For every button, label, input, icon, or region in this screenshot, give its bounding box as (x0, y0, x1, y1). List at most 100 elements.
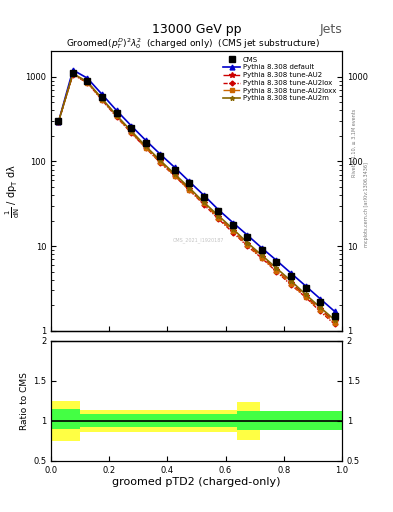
Pythia 8.308 default (260, 245, 264, 251)
Pythia 8.308 default (202, 192, 206, 198)
Text: CMS_2021_I1920187: CMS_2021_I1920187 (173, 238, 225, 243)
Pythia 8.308 tune-AU2 (260, 254, 264, 260)
Pythia 8.308 tune-AU2m (56, 119, 61, 125)
Pythia 8.308 default (100, 91, 105, 97)
Pythia 8.308 default (71, 67, 75, 73)
Text: Jets: Jets (319, 23, 342, 36)
Pythia 8.308 tune-AU2m (114, 112, 119, 118)
Pythia 8.308 default (231, 220, 235, 226)
Pythia 8.308 tune-AU2loxx (173, 173, 177, 179)
Pythia 8.308 tune-AU2m (260, 252, 264, 259)
Pythia 8.308 default (56, 119, 61, 125)
Pythia 8.308 tune-AU2loxx (143, 144, 148, 151)
Pythia 8.308 default (289, 270, 294, 276)
Pythia 8.308 tune-AU2 (202, 200, 206, 206)
Pythia 8.308 default (129, 122, 134, 129)
Pythia 8.308 tune-AU2 (231, 228, 235, 234)
Pythia 8.308 tune-AU2lox (274, 269, 279, 275)
X-axis label: groomed pTD2 (charged-only): groomed pTD2 (charged-only) (112, 477, 281, 487)
Pythia 8.308 tune-AU2m (187, 185, 192, 191)
Line: Pythia 8.308 default: Pythia 8.308 default (56, 68, 337, 314)
Pythia 8.308 tune-AU2m (231, 226, 235, 232)
Pythia 8.308 tune-AU2loxx (202, 200, 206, 206)
Pythia 8.308 default (245, 232, 250, 238)
Pythia 8.308 default (318, 295, 323, 302)
Pythia 8.308 tune-AU2lox (71, 72, 75, 78)
Pythia 8.308 tune-AU2lox (318, 308, 323, 314)
Pythia 8.308 tune-AU2lox (114, 114, 119, 120)
CMS (202, 194, 206, 200)
CMS (71, 70, 75, 76)
Text: Groomed$(p_T^D)^2\lambda_0^2$  (charged only)  (CMS jet substructure): Groomed$(p_T^D)^2\lambda_0^2$ (charged o… (66, 36, 320, 51)
Pythia 8.308 tune-AU2lox (85, 80, 90, 86)
Pythia 8.308 tune-AU2 (114, 113, 119, 119)
Pythia 8.308 tune-AU2lox (100, 97, 105, 103)
Pythia 8.308 default (143, 137, 148, 143)
Pythia 8.308 tune-AU2loxx (187, 187, 192, 193)
Legend: CMS, Pythia 8.308 default, Pythia 8.308 tune-AU2, Pythia 8.308 tune-AU2lox, Pyth: CMS, Pythia 8.308 default, Pythia 8.308 … (221, 55, 338, 103)
CMS (100, 94, 105, 100)
Pythia 8.308 tune-AU2loxx (71, 71, 75, 77)
Line: Pythia 8.308 tune-AU2loxx: Pythia 8.308 tune-AU2loxx (57, 73, 336, 325)
Line: Pythia 8.308 tune-AU2lox: Pythia 8.308 tune-AU2lox (57, 73, 336, 326)
Pythia 8.308 tune-AU2loxx (332, 319, 337, 326)
CMS (231, 222, 235, 228)
Pythia 8.308 tune-AU2lox (129, 130, 134, 136)
Pythia 8.308 tune-AU2lox (216, 216, 221, 222)
Pythia 8.308 tune-AU2 (173, 172, 177, 178)
Pythia 8.308 tune-AU2lox (289, 282, 294, 288)
Pythia 8.308 tune-AU2lox (173, 173, 177, 179)
Pythia 8.308 default (158, 151, 163, 157)
Pythia 8.308 tune-AU2 (71, 71, 75, 77)
Pythia 8.308 default (173, 164, 177, 170)
Pythia 8.308 tune-AU2loxx (260, 254, 264, 261)
Pythia 8.308 tune-AU2lox (187, 187, 192, 193)
Pythia 8.308 tune-AU2m (289, 278, 294, 284)
Pythia 8.308 tune-AU2 (56, 119, 61, 125)
Pythia 8.308 tune-AU2 (85, 79, 90, 86)
Pythia 8.308 tune-AU2m (71, 71, 75, 77)
CMS (245, 233, 250, 240)
Pythia 8.308 tune-AU2m (143, 143, 148, 149)
Pythia 8.308 tune-AU2m (85, 79, 90, 85)
Pythia 8.308 tune-AU2loxx (231, 228, 235, 234)
Pythia 8.308 tune-AU2lox (158, 160, 163, 166)
Pythia 8.308 tune-AU2loxx (289, 281, 294, 287)
Pythia 8.308 tune-AU2loxx (85, 79, 90, 86)
Pythia 8.308 tune-AU2lox (332, 321, 337, 327)
Pythia 8.308 tune-AU2 (289, 280, 294, 286)
CMS (85, 77, 90, 83)
CMS (318, 299, 323, 305)
Pythia 8.308 tune-AU2loxx (129, 129, 134, 135)
CMS (56, 118, 61, 124)
Pythia 8.308 tune-AU2m (303, 291, 308, 297)
Text: mcplots.cern.ch [arXiv:1306.3436]: mcplots.cern.ch [arXiv:1306.3436] (364, 162, 369, 247)
Pythia 8.308 tune-AU2m (129, 127, 134, 134)
Pythia 8.308 default (274, 258, 279, 264)
Pythia 8.308 tune-AU2lox (260, 255, 264, 261)
Pythia 8.308 default (216, 206, 221, 212)
Pythia 8.308 tune-AU2 (245, 241, 250, 247)
Pythia 8.308 tune-AU2lox (245, 243, 250, 249)
Pythia 8.308 tune-AU2lox (303, 294, 308, 300)
Y-axis label: $\mathregular{\frac{1}{\mathrm{d}N}\ /\ \mathrm{d}p_T\ \mathrm{d}\lambda}$: $\mathregular{\frac{1}{\mathrm{d}N}\ /\ … (4, 164, 22, 218)
CMS (173, 166, 177, 173)
Pythia 8.308 tune-AU2m (100, 96, 105, 102)
Pythia 8.308 tune-AU2 (332, 318, 337, 324)
CMS (187, 180, 192, 186)
Text: 13000 GeV pp: 13000 GeV pp (152, 23, 241, 36)
Pythia 8.308 tune-AU2loxx (318, 307, 323, 313)
Pythia 8.308 tune-AU2m (274, 265, 279, 271)
Pythia 8.308 tune-AU2loxx (245, 242, 250, 248)
Pythia 8.308 default (187, 178, 192, 184)
Pythia 8.308 tune-AU2loxx (216, 215, 221, 221)
Pythia 8.308 default (303, 283, 308, 289)
Pythia 8.308 tune-AU2 (216, 214, 221, 220)
CMS (303, 285, 308, 291)
Pythia 8.308 tune-AU2lox (143, 145, 148, 151)
Pythia 8.308 default (85, 75, 90, 81)
Line: Pythia 8.308 tune-AU2m: Pythia 8.308 tune-AU2m (56, 71, 337, 323)
Pythia 8.308 tune-AU2 (158, 158, 163, 164)
CMS (129, 125, 134, 132)
Pythia 8.308 default (114, 108, 119, 114)
